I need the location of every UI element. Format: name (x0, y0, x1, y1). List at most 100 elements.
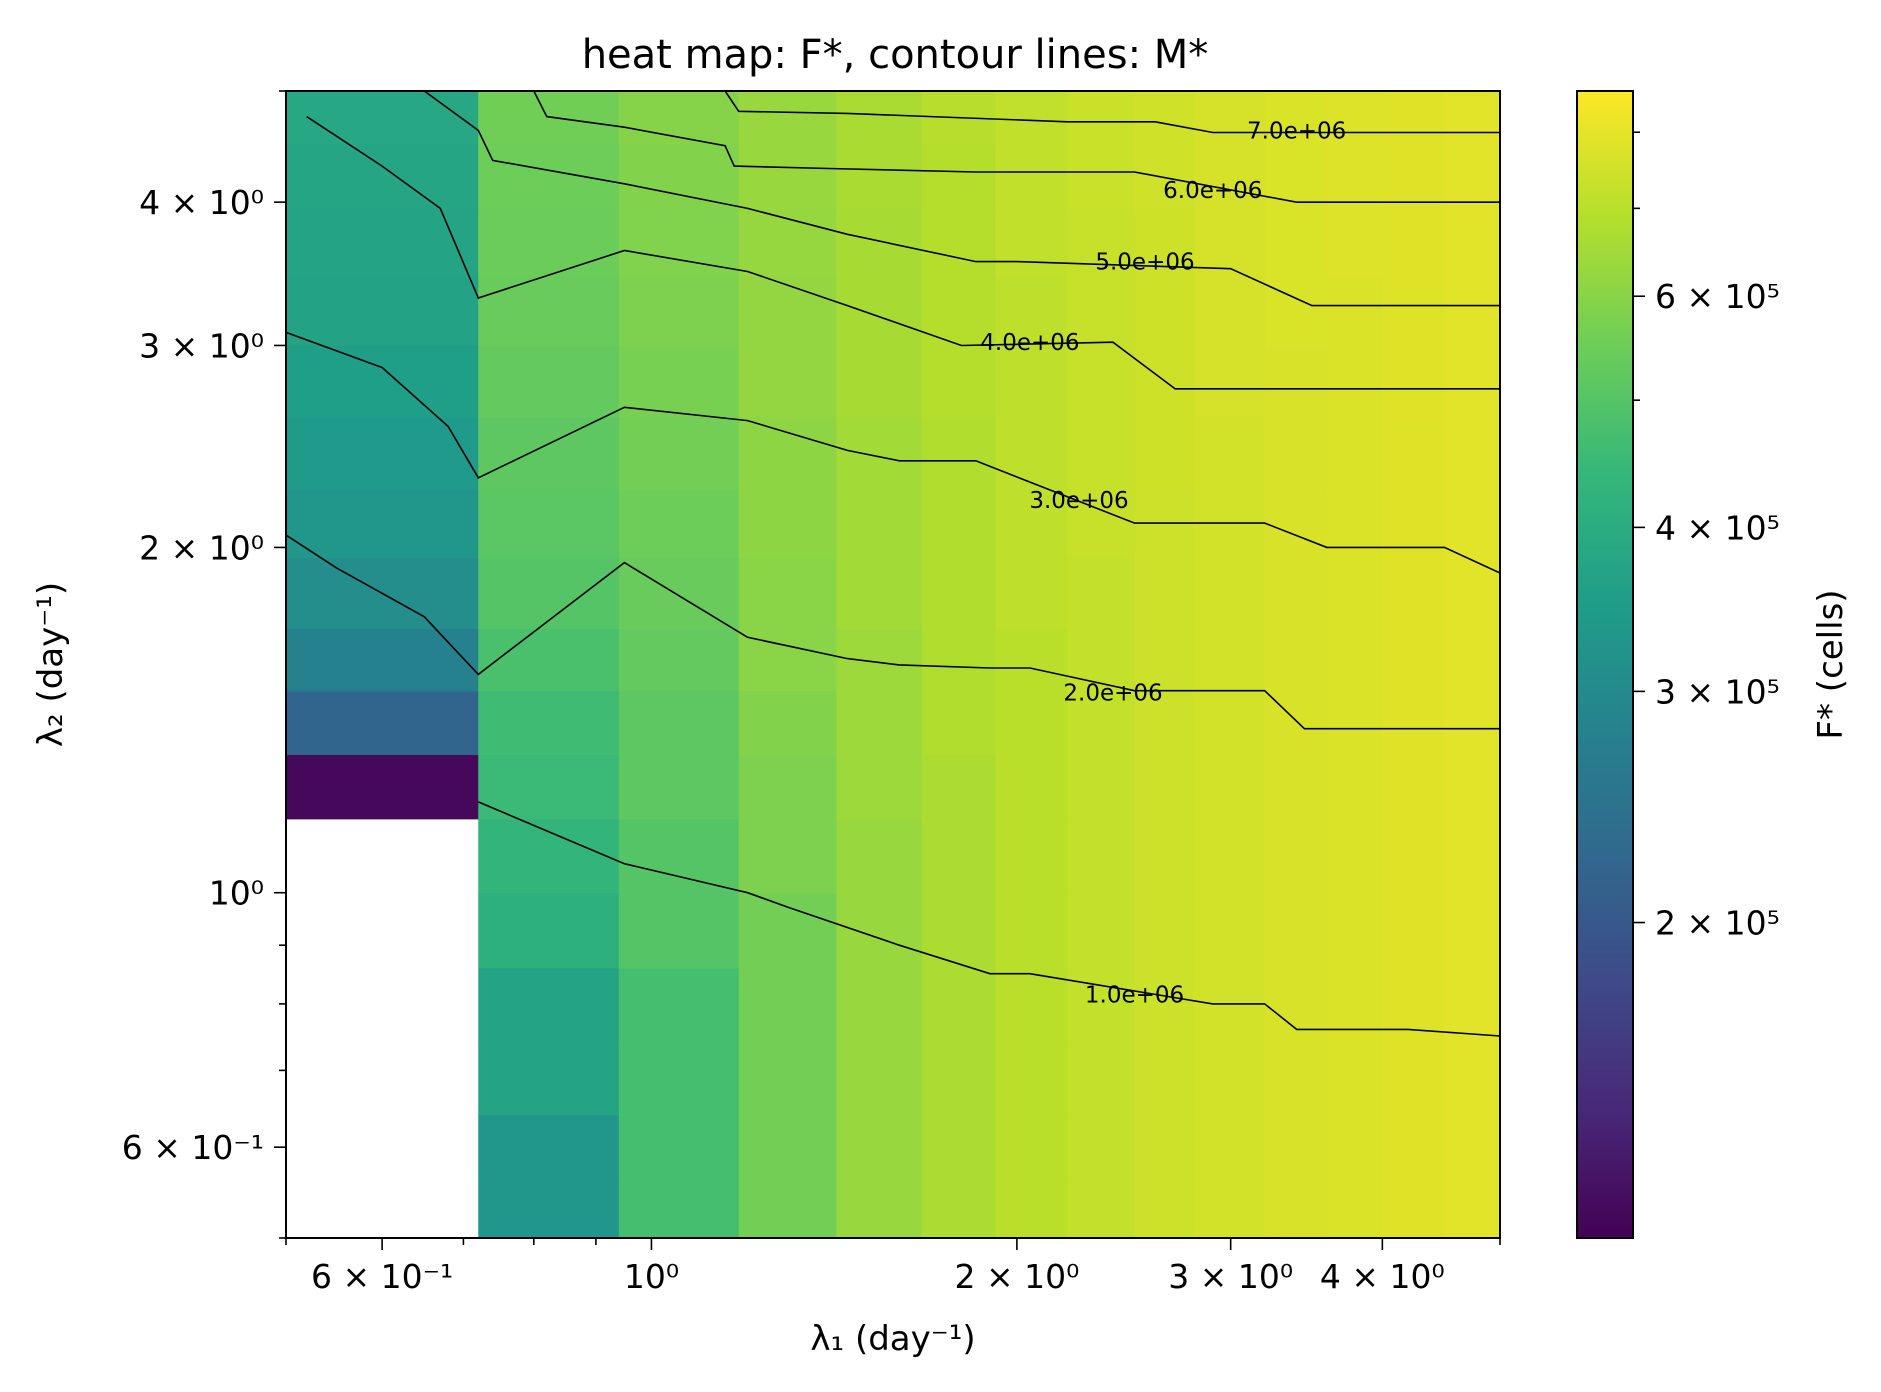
heatmap-cell (1382, 1042, 1446, 1116)
heatmap-cell (836, 208, 923, 277)
heatmap-cell (995, 690, 1068, 756)
heatmap-cell (921, 416, 996, 490)
heatmap-cell (286, 143, 479, 210)
heatmap-cell (478, 488, 620, 559)
heatmap-cell (836, 818, 923, 894)
heatmap-cell (1067, 967, 1136, 1044)
heatmap-cell (1326, 628, 1383, 692)
heatmap-cell (478, 690, 620, 756)
heatmap-cell (618, 1042, 740, 1116)
heatmap-cell (1382, 690, 1446, 756)
heatmap-cell (836, 143, 923, 210)
heatmap-cell (1194, 557, 1266, 629)
heatmap-cell (995, 818, 1068, 894)
heatmap-cell (1444, 557, 1501, 629)
heatmap-cell (1264, 967, 1328, 1044)
contour-line (724, 90, 1500, 134)
heatmap-cell (1067, 416, 1136, 490)
heatmap-cell (1382, 754, 1446, 820)
heatmap-cell (1326, 91, 1383, 145)
heatmap-cell (1134, 1181, 1195, 1239)
colorbar-tick-label: 6 × 10⁵ (1655, 277, 1780, 316)
contour-label: 1.0e+06 (1085, 983, 1184, 1009)
heatmap-cell (618, 143, 740, 210)
heatmap-cell (1382, 892, 1446, 969)
heatmap-cell (1382, 557, 1446, 629)
contour-line (306, 115, 1500, 390)
heatmap-cell (1382, 818, 1446, 894)
contour-label: 5.0e+06 (1095, 250, 1194, 276)
heatmap-cell (478, 208, 620, 277)
heatmap-cell (995, 967, 1068, 1044)
heatmap-cell (738, 275, 837, 347)
heatmap-cell (1326, 1042, 1383, 1116)
heatmap-cell (1134, 557, 1195, 629)
heatmap-cell (1194, 892, 1266, 969)
heatmap-cell (1382, 208, 1446, 277)
heatmap-cell (1382, 91, 1446, 145)
heatmap-cell (1067, 345, 1136, 418)
heatmap-cell (618, 628, 740, 692)
contour-line (423, 90, 1500, 307)
heatmap-cell (478, 275, 620, 347)
y-tick-label: 10⁰ (209, 874, 264, 913)
heatmap-cell (1382, 143, 1446, 210)
heatmap-cell (1264, 208, 1328, 277)
heatmap-cell (921, 557, 996, 629)
heatmap-cell (1194, 690, 1266, 756)
x-tick-label: 10⁰ (624, 1257, 679, 1296)
heatmap-cell (1326, 488, 1383, 559)
heatmap-cell (836, 275, 923, 347)
colorbar-label: F* (cells) (1811, 589, 1851, 739)
heatmap-cell (921, 1181, 996, 1239)
heatmap-cell (286, 275, 479, 347)
heatmap-cell (1067, 91, 1136, 145)
heatmap-cell (995, 488, 1068, 559)
heatmap-cell (286, 345, 479, 418)
heatmap-cell (478, 416, 620, 490)
x-axis-label: λ₁ (day⁻¹) (810, 1319, 975, 1359)
heatmap-cell (1326, 143, 1383, 210)
heatmap-cell (1067, 275, 1136, 347)
heatmap-cell (1134, 754, 1195, 820)
heatmap-cell (618, 416, 740, 490)
heatmap-cell (1444, 275, 1501, 347)
y-tick-label: 6 × 10⁻¹ (122, 1128, 264, 1167)
heatmap-cell (1067, 754, 1136, 820)
contour-label: 2.0e+06 (1063, 680, 1162, 706)
y-tick-label: 4 × 10⁰ (139, 183, 264, 222)
heatmap-cell (995, 1181, 1068, 1239)
heatmap-cell (618, 967, 740, 1044)
heatmap-cell (1444, 690, 1501, 756)
heatmap-cell (921, 143, 996, 210)
heatmap-cell (921, 275, 996, 347)
heatmap-cell (1067, 628, 1136, 692)
heatmap-cell (1194, 91, 1266, 145)
heatmap-cell (1444, 892, 1501, 969)
contour-label: 6.0e+06 (1163, 178, 1262, 204)
heatmap-cell (478, 1181, 620, 1239)
y-tick-label: 2 × 10⁰ (139, 528, 264, 567)
heatmap-cell (1444, 345, 1501, 418)
heatmap-cell (478, 892, 620, 969)
heatmap-cell (921, 754, 996, 820)
heatmap-cell (1134, 416, 1195, 490)
heatmap-cell (1067, 557, 1136, 629)
heatmap-cell (1444, 416, 1501, 490)
heatmap-cell (738, 754, 837, 820)
heatmap-cell (995, 557, 1068, 629)
colorbar-tick-label: 3 × 10⁵ (1655, 672, 1780, 711)
heatmap-cell (1326, 967, 1383, 1044)
contour-line (285, 534, 1500, 730)
heatmap-cell (1382, 628, 1446, 692)
contour-line (533, 90, 1500, 203)
heatmap-cell (1194, 1042, 1266, 1116)
heatmap-cell (618, 1115, 740, 1183)
heatmap-cell (836, 628, 923, 692)
heatmap-cell (1134, 1042, 1195, 1116)
contour-lines: 1.0e+06 2.0e+06 3.0e+06 4.0e+06 5.0e+06 6.0e+… (285, 90, 1501, 1037)
heatmap-cell (1444, 628, 1501, 692)
heatmap-cell (1134, 91, 1195, 145)
heatmap-cell (1067, 690, 1136, 756)
heatmap-cell (1194, 967, 1266, 1044)
